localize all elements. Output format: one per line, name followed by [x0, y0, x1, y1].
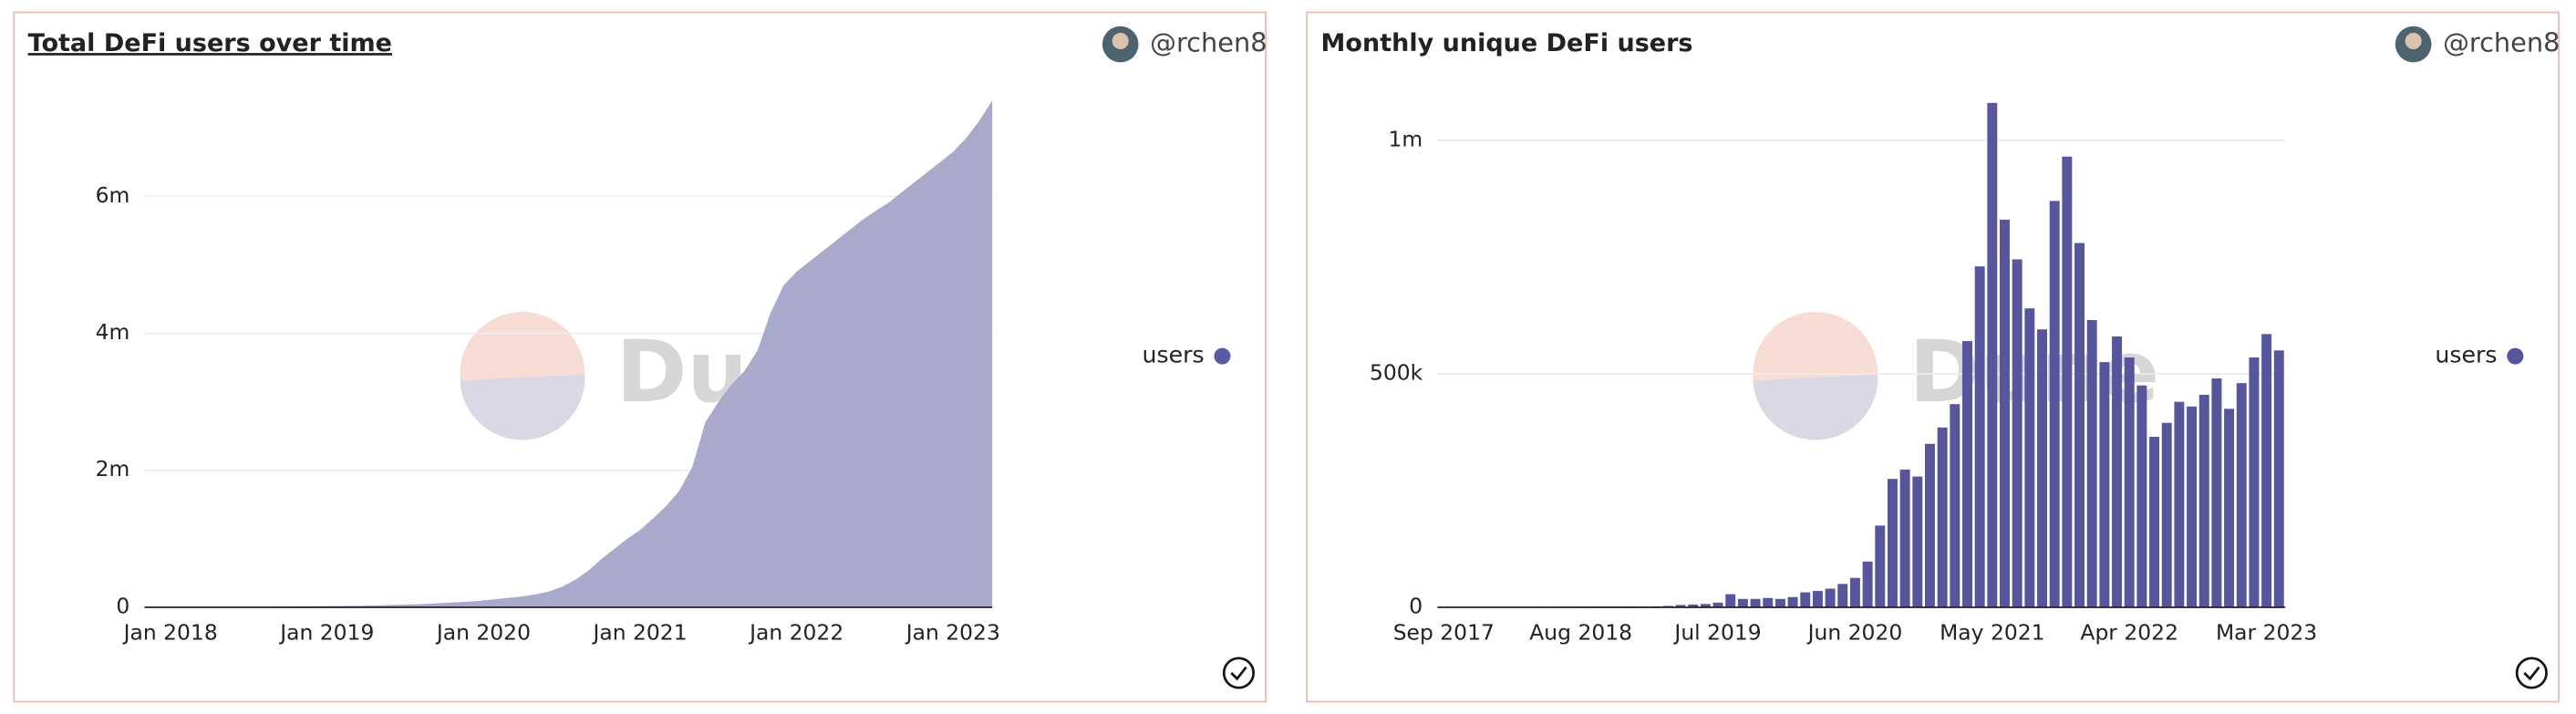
bar — [1962, 341, 1972, 607]
author: @rchen8 — [2443, 27, 2560, 58]
x-tick-label: Apr 2022 — [2080, 619, 2178, 645]
chart-title: Total DeFi users over time — [28, 29, 392, 57]
bar — [2261, 334, 2272, 607]
status-icon — [2515, 657, 2548, 689]
bar — [2136, 385, 2147, 607]
x-tick-label: Mar 2023 — [2216, 619, 2317, 645]
bar — [2224, 409, 2235, 607]
bar — [2236, 383, 2247, 607]
bar — [1875, 525, 1886, 607]
x-tick-label: Jul 2019 — [1672, 619, 1761, 645]
bar — [2149, 437, 2160, 607]
bar — [1725, 594, 1736, 607]
x-tick-label: Jan 2023 — [905, 619, 1000, 645]
bar — [1800, 592, 1811, 607]
bar — [2099, 362, 2110, 607]
bar — [1950, 404, 1960, 607]
bar — [2161, 422, 2172, 607]
bar — [1887, 479, 1898, 607]
y-tick-label: 4m — [96, 319, 130, 345]
legend-swatch — [1214, 347, 1231, 365]
x-tick-label: Jan 2018 — [122, 619, 218, 645]
bar — [1737, 598, 1748, 607]
bar — [1750, 598, 1761, 607]
bar — [1700, 604, 1711, 607]
bar — [1974, 266, 1985, 607]
x-tick-label: Jan 2021 — [591, 619, 687, 645]
bar — [1899, 469, 1910, 607]
bar — [1688, 604, 1699, 607]
bar — [1925, 443, 1935, 607]
avatar-face — [2405, 33, 2422, 49]
bar — [2086, 320, 2097, 607]
bar — [1987, 102, 1998, 608]
bar — [2273, 350, 2284, 607]
bar — [2062, 156, 2073, 607]
y-tick-label: 2m — [96, 456, 130, 481]
x-tick-label: Jun 2020 — [1806, 619, 1903, 645]
status-icon — [1222, 657, 1256, 689]
bar — [2174, 401, 2185, 607]
status-check — [2523, 666, 2540, 681]
y-tick-label: 500k — [1370, 359, 1423, 385]
legend-label: users — [2435, 342, 2497, 368]
x-tick-label: Sep 2017 — [1393, 619, 1495, 645]
bar — [2049, 201, 2060, 607]
chart-panel: Total DeFi users over time @rchen8Dune02m… — [13, 11, 1267, 703]
bar — [1675, 605, 1686, 607]
y-tick-label: 6m — [96, 182, 130, 208]
x-tick-label: Jan 2022 — [748, 619, 843, 645]
bar — [1849, 577, 1860, 607]
y-tick-label: 1m — [1389, 126, 1423, 151]
bar — [1825, 588, 1836, 607]
bar — [1774, 598, 1785, 607]
bar — [2000, 219, 2010, 607]
panel-border — [1306, 11, 2560, 703]
legend-label: users — [1142, 342, 1204, 368]
y-tick-label: 0 — [1409, 594, 1422, 619]
bar — [2024, 308, 2035, 607]
bar — [1812, 591, 1823, 607]
bar — [2187, 406, 2198, 607]
bar — [2112, 336, 2123, 607]
x-tick-label: Aug 2018 — [1529, 619, 1632, 645]
bar — [1862, 561, 1873, 607]
bar — [2211, 378, 2222, 607]
bar — [2198, 394, 2209, 607]
bar — [1937, 427, 1948, 607]
bar — [1763, 597, 1774, 607]
watermark-logo-half — [460, 374, 585, 440]
watermark-logo-half — [1753, 374, 1878, 440]
x-tick-label: May 2021 — [1940, 619, 2044, 645]
bar — [1712, 602, 1723, 607]
chart-title: Monthly unique DeFi users — [1321, 29, 1693, 57]
area — [144, 100, 993, 607]
x-tick-label: Jan 2019 — [278, 619, 374, 645]
bar — [1837, 584, 1848, 607]
bar — [2249, 357, 2260, 607]
bar — [2012, 259, 2023, 607]
y-tick-label: 0 — [116, 594, 129, 619]
bar — [1787, 596, 1798, 607]
x-tick-label: Jan 2020 — [435, 619, 531, 645]
chart-panel: Monthly unique DeFi users@rchen8Dune0500… — [1306, 11, 2560, 703]
bar — [1912, 476, 1923, 607]
bar — [2124, 357, 2135, 607]
legend-swatch — [2507, 347, 2524, 365]
status-check — [1230, 666, 1247, 681]
bar — [2037, 329, 2047, 607]
bar — [2074, 243, 2085, 607]
author: @rchen8 — [1150, 27, 1267, 58]
avatar-face — [1112, 33, 1129, 49]
panel-border — [13, 11, 1267, 703]
